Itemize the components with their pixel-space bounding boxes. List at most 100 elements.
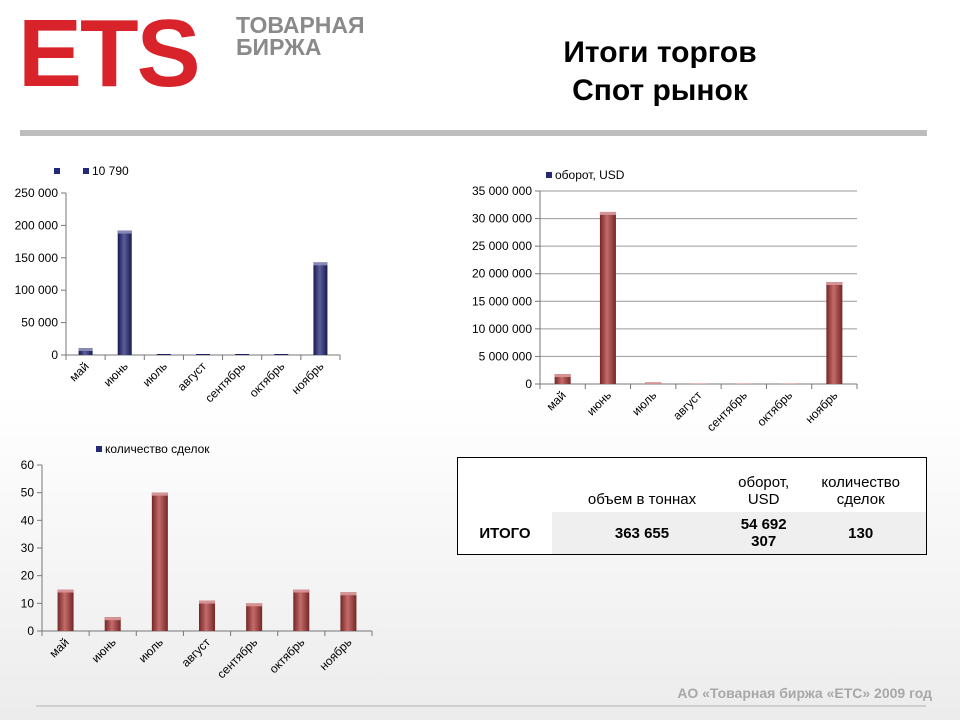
- bar-top: [104, 617, 121, 621]
- y-tick-label: 10: [21, 596, 35, 610]
- bar: [246, 603, 263, 631]
- bar: [554, 374, 571, 384]
- bar: [196, 354, 210, 355]
- x-tick-label: сентябрь: [202, 359, 248, 405]
- bar: [274, 354, 289, 355]
- x-tick-label: май: [544, 388, 569, 413]
- bar-top: [340, 592, 357, 596]
- y-tick-label: 20 000 000: [472, 267, 532, 281]
- y-tick-label: 100 000: [15, 283, 59, 297]
- y-tick-label: 10 000 000: [472, 322, 532, 336]
- x-tick-label: ноябрь: [289, 359, 327, 397]
- bar-top: [826, 281, 843, 285]
- y-tick-label: 35 000 000: [472, 184, 532, 198]
- y-tick-label: 50: [21, 486, 35, 500]
- bar: [199, 600, 215, 631]
- bar-top: [78, 348, 93, 352]
- summary-header-volume: объем в тоннах: [587, 491, 697, 508]
- bar: [599, 211, 616, 384]
- x-tick-label: август: [179, 635, 214, 670]
- bar-top: [57, 589, 74, 593]
- legend-label: 10 790: [92, 164, 129, 178]
- logo-subtitle-line1: ТОВАРНАЯ: [236, 12, 365, 38]
- legend-swatch: [96, 446, 102, 452]
- footer-copyright: АО «Товарная биржа «ЕТС» 2009 год: [677, 685, 932, 701]
- y-tick-label: 0: [27, 624, 34, 638]
- x-tick-label: сентябрь: [704, 388, 750, 434]
- y-tick-label: 40: [21, 513, 35, 527]
- bar-top: [599, 211, 616, 215]
- x-tick-label: август: [175, 359, 210, 394]
- legend-swatch: [83, 168, 89, 174]
- title-line2: Спот рынок: [572, 74, 748, 107]
- legend-label: количество сделок: [105, 442, 210, 456]
- y-tick-label: 30: [21, 541, 35, 555]
- x-tick-label: июнь: [89, 635, 119, 665]
- summary-volume-value: 363 655: [552, 512, 732, 555]
- bar: [156, 354, 171, 355]
- bar: [151, 492, 168, 631]
- x-tick-label: июнь: [584, 388, 614, 418]
- deals-chart: 0 10 20 30 40 50 60 май июнь июль август сентябрь ок…: [21, 442, 373, 681]
- y-tick-label: 250 000: [15, 186, 59, 200]
- y-tick-label: 30 000 000: [472, 212, 532, 226]
- logo-brand: ETS: [18, 0, 201, 107]
- x-tick-label: июль: [629, 388, 659, 418]
- bar-top: [645, 382, 662, 384]
- bar: [235, 354, 250, 355]
- x-tick-label: октябрь: [266, 635, 307, 676]
- y-tick-label: 15 000 000: [472, 294, 532, 308]
- logo-subtitle-line2: БИРЖА: [236, 34, 322, 60]
- x-tick-label: июль: [140, 359, 170, 389]
- bar: [117, 230, 132, 355]
- x-tick-label: июль: [136, 635, 166, 665]
- ets-logo: ETS ТОВАРНАЯ БИРЖА: [18, 6, 378, 102]
- summary-header-row: объем в тоннах оборот, USD количество сд…: [458, 458, 927, 513]
- y-tick-label: 0: [51, 348, 58, 362]
- logo-subtitle: ТОВАРНАЯ БИРЖА: [236, 12, 365, 60]
- x-tick-label: май: [66, 359, 91, 384]
- summary-total-row: ИТОГО 363 655 54 692 307 130: [457, 512, 927, 555]
- bar: [293, 589, 310, 631]
- legend-label: оборот, USD: [555, 168, 625, 182]
- bar-top: [199, 600, 215, 604]
- bar-top: [293, 589, 310, 593]
- bar-top: [690, 383, 707, 384]
- y-tick-label: 200 000: [15, 218, 59, 232]
- x-tick-label: ноябрь: [803, 388, 841, 426]
- summary-row-label: ИТОГО: [457, 512, 552, 555]
- volume-chart: 0 50 000 100 000 150 000 200 000 250 000 май ию…: [15, 164, 341, 405]
- bar-top: [313, 262, 328, 266]
- bar-top: [246, 603, 263, 607]
- bar-top: [781, 383, 798, 384]
- bar-top: [117, 230, 132, 234]
- x-tick-label: ноябрь: [317, 635, 355, 673]
- legend-swatch: [546, 172, 552, 178]
- summary-header-empty: [458, 458, 553, 513]
- summary-deals-value: 130: [795, 512, 927, 555]
- y-tick-label: 150 000: [15, 251, 59, 265]
- x-tick-label: май: [46, 635, 71, 660]
- summary-header-turnover: оборот, USD: [738, 474, 790, 508]
- y-tick-label: 5 000 000: [479, 349, 533, 363]
- x-tick-label: сентябрь: [214, 635, 260, 681]
- bar: [340, 592, 357, 631]
- bar: [57, 589, 74, 631]
- summary-table: объем в тоннах оборот, USD количество сд…: [457, 457, 927, 555]
- title-line1: Итоги торгов: [563, 36, 757, 69]
- legend-swatch-extra: [54, 168, 60, 174]
- bar: [104, 617, 121, 631]
- bar: [826, 281, 843, 384]
- summary-header-deals: количество сделок: [821, 474, 900, 508]
- bar-top: [735, 383, 752, 384]
- x-tick-label: август: [670, 388, 705, 423]
- y-tick-label: 50 000: [21, 316, 58, 330]
- footer-divider: [36, 705, 926, 707]
- bar: [313, 262, 328, 355]
- bar: [78, 348, 93, 355]
- y-tick-label: 20: [21, 569, 35, 583]
- y-tick-label: 0: [525, 377, 532, 391]
- y-tick-label: 25 000 000: [472, 239, 532, 253]
- bar-top: [554, 374, 571, 378]
- bar-top: [151, 492, 168, 496]
